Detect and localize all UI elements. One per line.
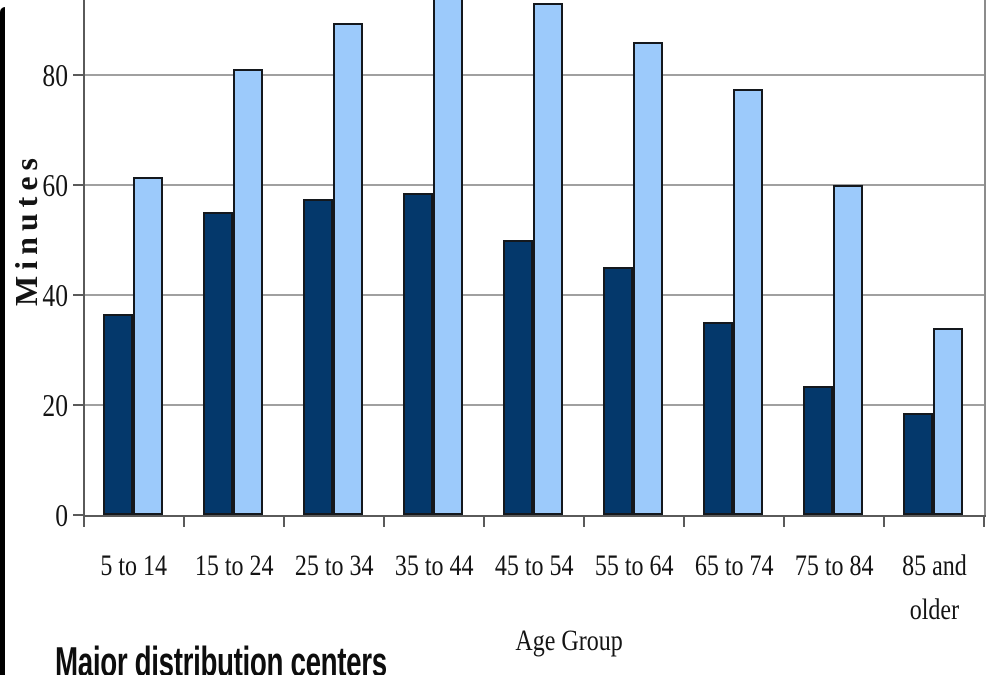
y-tick-mark xyxy=(73,74,84,76)
x-axis-title-text: Age Group xyxy=(515,624,623,657)
x-tick-label: 75 to 84 xyxy=(794,549,874,582)
y-axis-line xyxy=(83,0,85,517)
x-tick-label: 25 to 34 xyxy=(294,549,374,582)
bar xyxy=(633,42,663,515)
x-tick-label: 15 to 24 xyxy=(194,549,274,582)
bar xyxy=(803,386,833,515)
x-tick-label: 85 and older xyxy=(901,549,967,626)
y-axis-title: Minutes xyxy=(8,152,44,306)
y-tick-mark xyxy=(73,404,84,406)
y-tick-label: 60 xyxy=(42,167,68,203)
bar xyxy=(703,322,733,515)
x-tick-label: 35 to 44 xyxy=(394,549,474,582)
x-tick-mark xyxy=(783,517,785,527)
x-tick-mark xyxy=(583,517,585,527)
x-tick-label: 55 to 64 xyxy=(594,549,674,582)
caption-text: Major distribution centers xyxy=(55,638,387,675)
x-tick-mark xyxy=(983,517,985,527)
y-tick-mark xyxy=(73,184,84,186)
y-tick-label: 40 xyxy=(42,277,68,313)
x-tick-label: 45 to 54 xyxy=(494,549,574,582)
y-tick-mark xyxy=(73,514,84,516)
x-tick-label: 5 to 14 xyxy=(100,549,168,582)
plot-area xyxy=(84,0,984,515)
bar xyxy=(133,177,163,515)
x-tick-mark xyxy=(283,517,285,527)
bar xyxy=(903,413,933,515)
bar xyxy=(833,185,863,515)
y-tick-label: 0 xyxy=(55,497,68,533)
x-axis-line xyxy=(83,515,986,517)
x-tick-mark xyxy=(383,517,385,527)
x-tick-mark xyxy=(483,517,485,527)
bar xyxy=(333,23,363,515)
bar xyxy=(233,69,263,515)
x-tick-label: 65 to 74 xyxy=(694,549,774,582)
caption: Major distribution centers xyxy=(55,641,558,675)
y-tick-label: 80 xyxy=(42,57,68,93)
bar xyxy=(733,89,763,515)
y-tick-label: 20 xyxy=(42,387,68,423)
x-tick-mark xyxy=(83,517,85,527)
y-tick-mark xyxy=(73,294,84,296)
bar xyxy=(103,314,133,515)
x-axis-title: Age Group xyxy=(489,624,649,658)
bar xyxy=(433,0,463,515)
bar xyxy=(603,267,633,515)
bar xyxy=(403,193,433,515)
plot-right-border xyxy=(984,0,986,516)
bar xyxy=(203,212,233,515)
bar xyxy=(933,328,963,515)
x-tick-mark xyxy=(683,517,685,527)
bar xyxy=(503,240,533,515)
bar xyxy=(533,3,563,515)
x-tick-mark xyxy=(183,517,185,527)
x-tick-mark xyxy=(883,517,885,527)
frame-left-border xyxy=(0,7,5,675)
bar xyxy=(303,199,333,515)
